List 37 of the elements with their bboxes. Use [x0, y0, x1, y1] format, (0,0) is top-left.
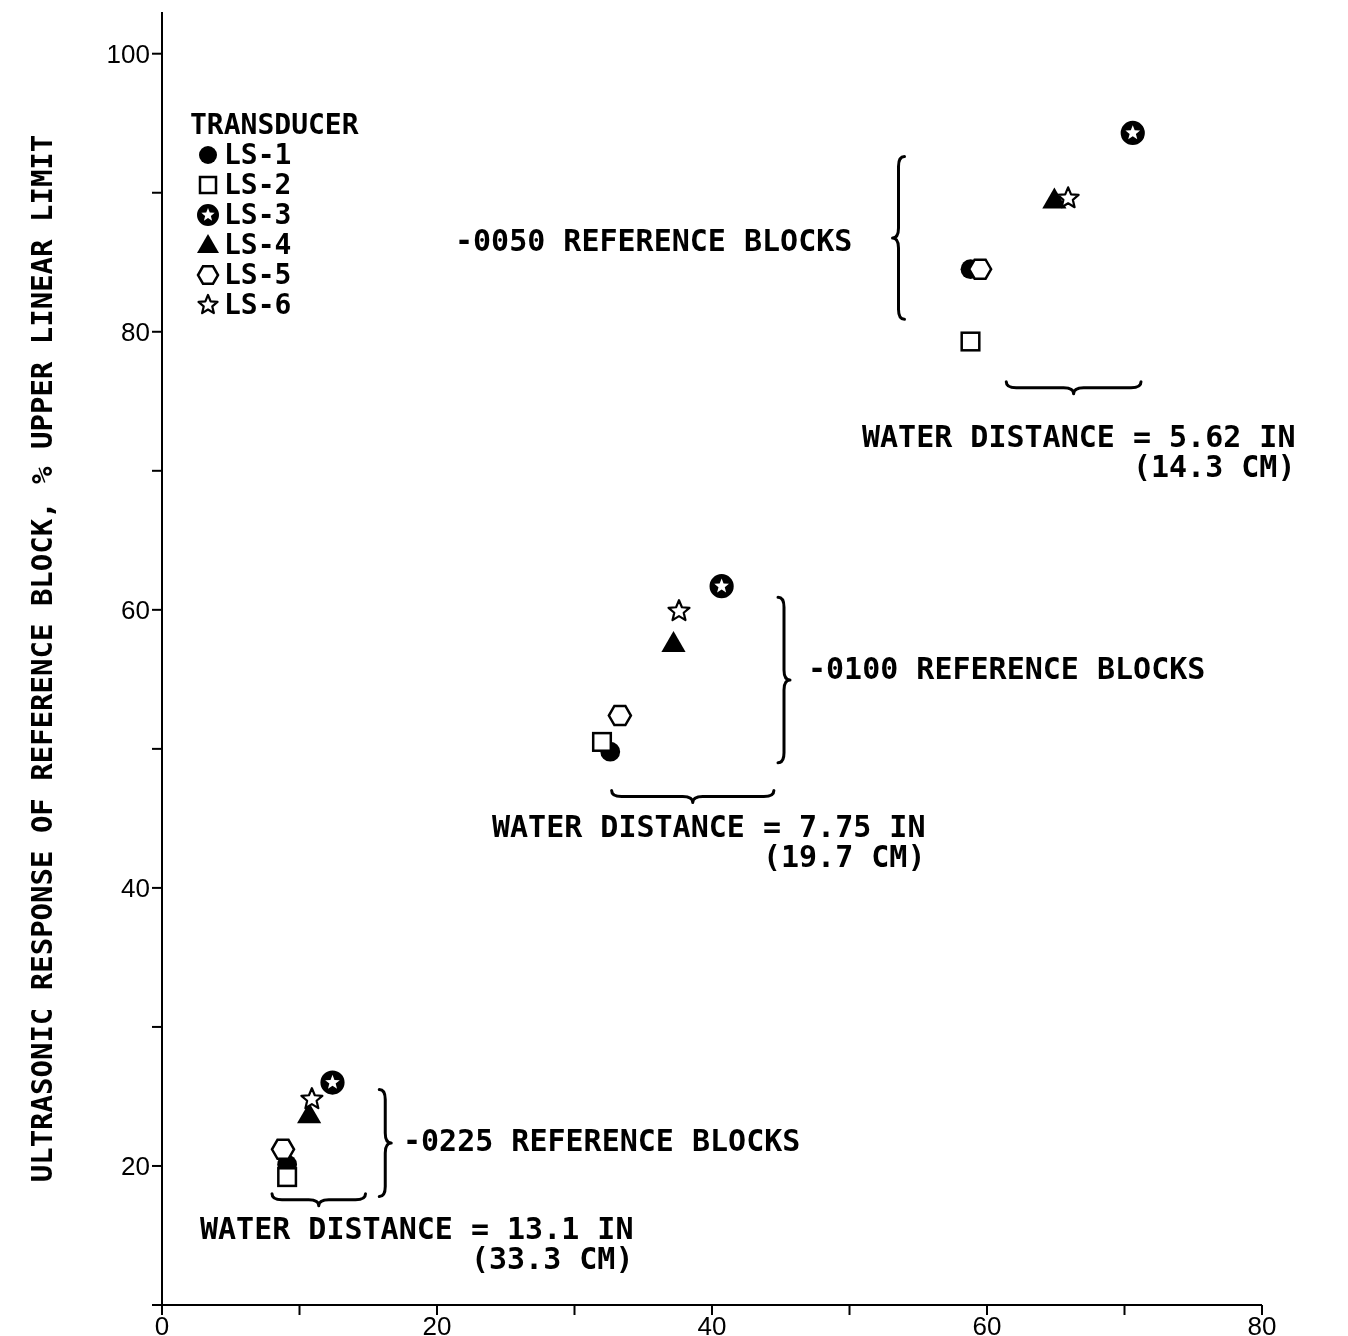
point [1056, 186, 1080, 209]
x-tick-label: 20 [422, 1311, 452, 1336]
annotation: -0225 REFERENCE BLOCKS [403, 1122, 801, 1158]
y-axis-title: ULTRASONIC RESPONSE OF REFERENCE BLOCK, % UPPER LINEAR LIMIT [25, 134, 59, 1183]
point [320, 1070, 345, 1095]
point [300, 1087, 324, 1110]
annotation: WATER DISTANCE = 5.62 IN (14.3 CM) [862, 418, 1296, 484]
x-tick-label: 60 [972, 1311, 1002, 1336]
y-tick-label: 100 [106, 38, 150, 69]
x-tick-label: 80 [1247, 1311, 1277, 1336]
point [277, 1167, 298, 1188]
legend-label: LS-3 [224, 198, 292, 231]
legend-label: LS-2 [224, 168, 292, 201]
annotation: -0050 REFERENCE BLOCKS [455, 222, 853, 258]
annotation: WATER DISTANCE = 7.75 IN (19.7 CM) [492, 808, 926, 874]
y-tick-label: 60 [121, 595, 150, 626]
annotation: -0100 REFERENCE BLOCKS [808, 650, 1206, 686]
legend-label: LS-6 [224, 288, 292, 321]
point [667, 599, 691, 622]
point [967, 258, 993, 280]
y-tick-label: 40 [121, 873, 150, 904]
legend-label: LS-5 [224, 258, 292, 291]
legend-title: TRANSDUCER [190, 108, 359, 141]
point [709, 574, 734, 599]
legend-label: LS-1 [224, 138, 292, 171]
point [960, 331, 981, 352]
x-tick-label: 40 [697, 1311, 727, 1336]
point [607, 704, 633, 727]
y-tick-label: 20 [121, 1151, 150, 1182]
point [1120, 120, 1145, 146]
point [661, 631, 686, 653]
point [270, 1138, 296, 1161]
x-tick-label: 0 [154, 1311, 170, 1336]
legend-label: LS-4 [224, 228, 292, 261]
point [591, 731, 613, 752]
annotation: WATER DISTANCE = 13.1 IN (33.3 CM) [200, 1210, 634, 1276]
y-tick-label: 80 [121, 317, 150, 347]
